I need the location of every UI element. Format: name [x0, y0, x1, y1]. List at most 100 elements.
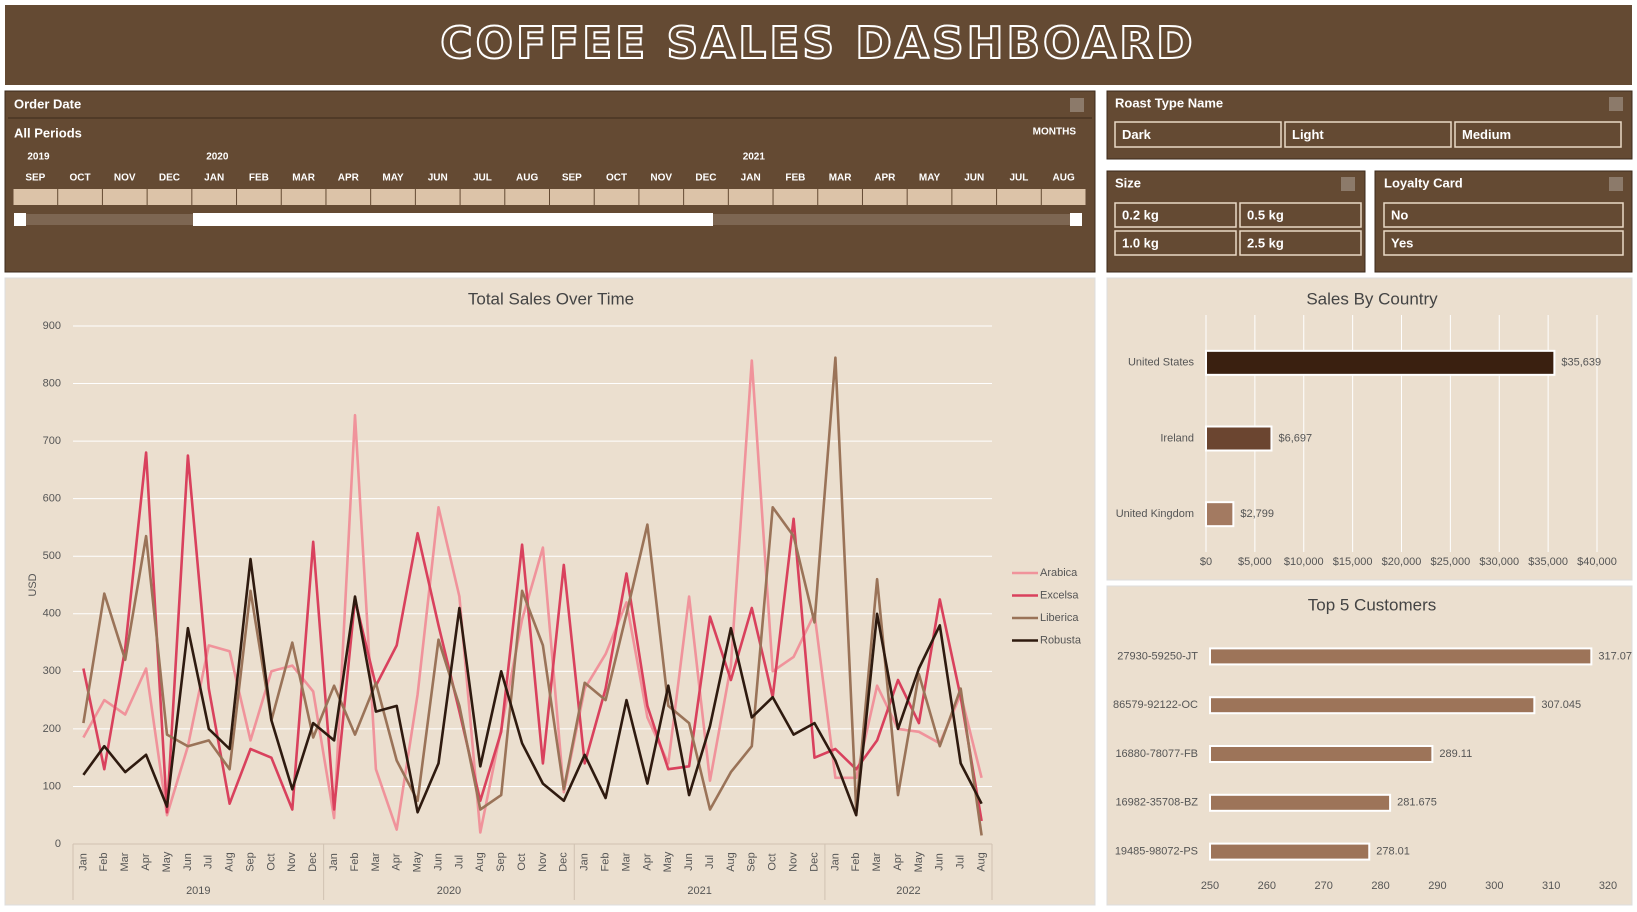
clear-filter[interactable]	[1341, 177, 1355, 191]
timeline-cell[interactable]	[237, 189, 281, 205]
slicer-title: Roast Type Name	[1115, 95, 1223, 110]
series-line	[82, 557, 983, 817]
x-tick-label: 250	[1201, 880, 1219, 892]
x-group-label: 2022	[896, 885, 920, 897]
y-tick-label: 800	[43, 377, 61, 389]
slicer-button[interactable]	[1114, 121, 1282, 148]
timeline-cell[interactable]	[907, 189, 952, 205]
timeline-month: NOV	[650, 173, 672, 184]
timeline-cell[interactable]	[460, 189, 505, 205]
timeline-month: SEP	[25, 173, 45, 184]
x-tick-label: Jul	[453, 855, 465, 869]
x-tick-label: Sep	[244, 852, 256, 872]
x-tick-label: Jul	[704, 855, 716, 869]
timeline-unit[interactable]: MONTHS	[1033, 127, 1077, 138]
x-tick-label: Nov	[286, 852, 298, 872]
slicer-button[interactable]	[1454, 121, 1622, 148]
slicer-button[interactable]	[1239, 230, 1362, 256]
x-tick-label: Jul	[203, 855, 215, 869]
slicer-button[interactable]	[1114, 230, 1237, 256]
timeline-cell[interactable]	[818, 189, 862, 205]
timeline-cell[interactable]	[550, 189, 594, 205]
timeline-cell[interactable]	[862, 189, 907, 205]
slicer-label: 1.0 kg	[1122, 235, 1159, 250]
bar	[1209, 793, 1392, 812]
slicer-button[interactable]	[1114, 202, 1237, 228]
slicer-button[interactable]	[1383, 202, 1624, 228]
x-group-label: 2019	[186, 885, 210, 897]
scroll-left[interactable]	[14, 213, 26, 226]
x-tick-label: Jan	[579, 853, 591, 871]
chart-title: Sales By Country	[1306, 289, 1438, 308]
data-label: 307.045	[1541, 699, 1581, 711]
scroll-right[interactable]	[1070, 213, 1082, 226]
x-tick-label: 320	[1599, 880, 1617, 892]
dashboard-title: COFFEE SALES DASHBOARD	[440, 18, 1195, 69]
x-tick-label: Jan	[77, 853, 89, 871]
x-tick-label: Jan	[829, 853, 841, 871]
x-tick-label: May	[412, 851, 424, 872]
x-tick-label: Feb	[98, 853, 110, 872]
data-label: $2,799	[1240, 508, 1274, 520]
timeline-month: FEB	[785, 173, 805, 184]
x-tick-label: Dec	[808, 852, 820, 872]
slicer-label: No	[1391, 207, 1408, 222]
timeline-cell[interactable]	[102, 189, 147, 205]
scroll-thumb[interactable]	[193, 213, 713, 226]
x-tick-label: 260	[1258, 880, 1276, 892]
data-label: 278.01	[1376, 846, 1410, 858]
x-tick-label: $10,000	[1284, 556, 1324, 568]
x-tick-label: Aug	[725, 852, 737, 872]
clear-filter[interactable]	[1609, 97, 1623, 111]
series-line	[82, 356, 983, 836]
x-tick-label: Jun	[934, 853, 946, 871]
legend-label: Robusta	[1040, 634, 1082, 646]
y-tick-label: 700	[43, 435, 61, 447]
timeline-cell[interactable]	[147, 189, 192, 205]
timeline-month: MAY	[382, 173, 404, 184]
y-tick-label: 0	[55, 838, 61, 850]
x-tick-label: Feb	[850, 853, 862, 872]
timeline-month: APR	[338, 173, 360, 184]
y-tick-label: 19485-98072-PS	[1115, 846, 1198, 858]
timeline-cell[interactable]	[684, 189, 728, 205]
y-tick-label: 400	[43, 608, 61, 620]
timeline-cell[interactable]	[415, 189, 460, 205]
timeline-cell[interactable]	[728, 189, 773, 205]
timeline-cell[interactable]	[281, 189, 326, 205]
x-tick-label: Jun	[432, 853, 444, 871]
timeline-cell[interactable]	[594, 189, 639, 205]
timeline-cell[interactable]	[371, 189, 415, 205]
x-tick-label: Mar	[370, 852, 382, 871]
slicer-button[interactable]	[1284, 121, 1452, 148]
slicer-title: Loyalty Card	[1384, 175, 1463, 190]
timeline-cell[interactable]	[505, 189, 549, 205]
bar	[1205, 501, 1235, 528]
slicer-label: 2.5 kg	[1247, 235, 1284, 250]
timeline-cell[interactable]	[773, 189, 818, 205]
header-bar	[5, 5, 1632, 85]
timeline-cell[interactable]	[952, 189, 997, 205]
y-tick-label: 16880-78077-FB	[1115, 748, 1198, 760]
timeline-cell[interactable]	[639, 189, 684, 205]
slicer-button[interactable]	[1239, 202, 1362, 228]
slicer-label: 0.2 kg	[1122, 207, 1159, 222]
clear-filter[interactable]	[1609, 177, 1623, 191]
timeline-month: AUG	[516, 173, 538, 184]
timeline-month: APR	[874, 173, 896, 184]
timeline-cell[interactable]	[326, 189, 371, 205]
timeline-cell[interactable]	[58, 189, 102, 205]
timeline-month: SEP	[562, 173, 582, 184]
timeline-cell[interactable]	[13, 189, 58, 205]
x-tick-label: Oct	[265, 853, 277, 870]
x-tick-label: $40,000	[1577, 556, 1617, 568]
slicer-button[interactable]	[1383, 230, 1624, 256]
x-tick-label: $30,000	[1479, 556, 1519, 568]
timeline-cell[interactable]	[997, 189, 1041, 205]
y-tick-label: 300	[43, 665, 61, 677]
y-axis-title: USD	[27, 573, 39, 596]
timeline-cell[interactable]	[1041, 189, 1086, 205]
timeline-cell[interactable]	[192, 189, 237, 205]
clear-filter[interactable]	[1070, 98, 1084, 112]
x-tick-label: 310	[1542, 880, 1560, 892]
